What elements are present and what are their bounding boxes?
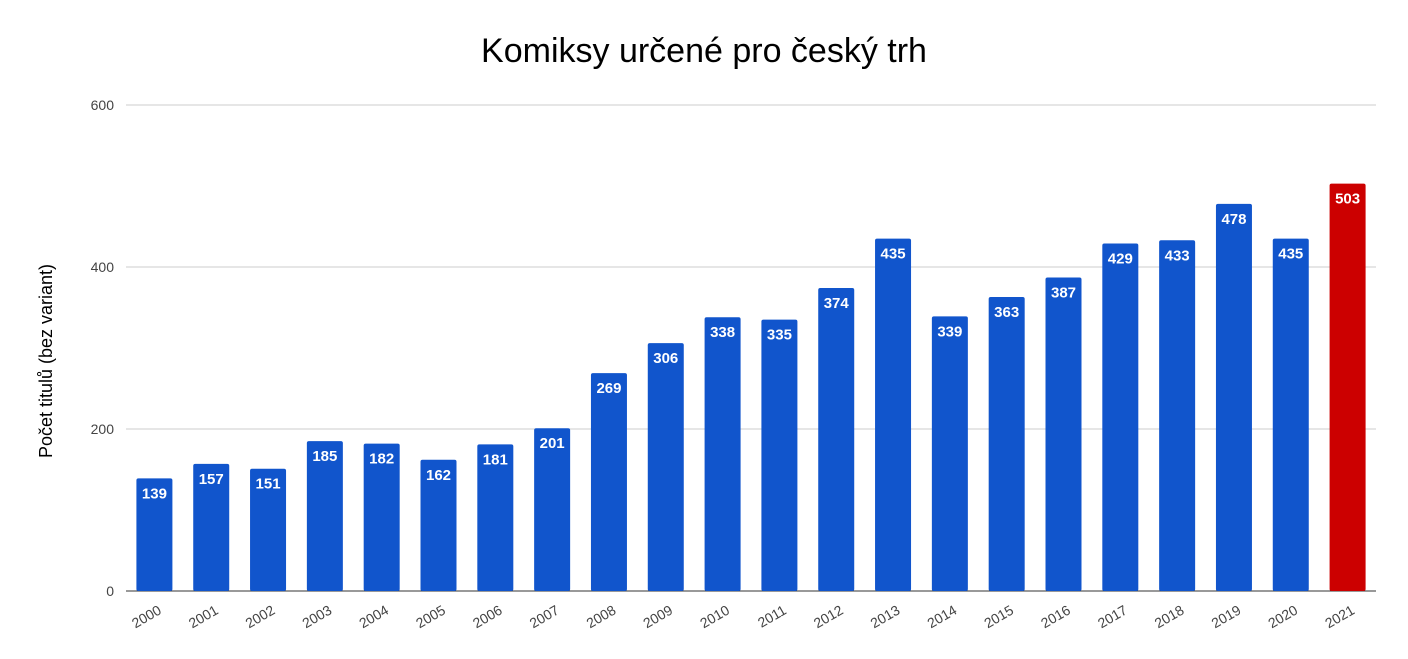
bar-2021 bbox=[1329, 183, 1366, 591]
data-label-2017: 429 bbox=[1108, 251, 1133, 268]
bar-2013 bbox=[875, 238, 912, 591]
x-tick-label: 2006 bbox=[470, 602, 505, 632]
bar-2006 bbox=[477, 444, 514, 591]
data-label-2004: 182 bbox=[369, 451, 394, 468]
bar-2004 bbox=[363, 443, 400, 591]
y-tick-label: 600 bbox=[91, 97, 115, 113]
bar-2003 bbox=[306, 441, 343, 591]
x-axis-ticks: 2000 2001 2002 2003 2004 2005 2006 2007 2008 2009… bbox=[129, 602, 1357, 632]
data-label-2014: 339 bbox=[937, 323, 962, 340]
data-label-2006: 181 bbox=[483, 451, 508, 468]
bar-2000 bbox=[136, 478, 173, 591]
x-tick-label: 2017 bbox=[1095, 602, 1130, 632]
x-tick-label: 2001 bbox=[186, 602, 221, 632]
x-tick-label: 2003 bbox=[299, 602, 334, 632]
y-tick-label: 0 bbox=[106, 583, 114, 599]
x-tick-label: 2019 bbox=[1208, 602, 1243, 632]
bar-2011 bbox=[761, 319, 798, 591]
data-label-2002: 151 bbox=[256, 476, 281, 493]
x-tick-label: 2010 bbox=[697, 602, 732, 632]
data-label-2015: 363 bbox=[994, 304, 1019, 321]
bar-labels: 139 157 151 185 182 162 181 201 269 306 338 335 374 4… bbox=[142, 191, 1360, 503]
data-label-2021: 503 bbox=[1335, 191, 1360, 208]
y-axis-title: Počet titulů (bez variant) bbox=[36, 264, 56, 458]
data-label-2012: 374 bbox=[824, 295, 850, 312]
data-label-2000: 139 bbox=[142, 485, 167, 502]
data-label-2003: 185 bbox=[312, 448, 337, 465]
bar-2008 bbox=[590, 373, 627, 591]
x-tick-label: 2012 bbox=[811, 602, 846, 632]
x-tick-label: 2008 bbox=[583, 602, 618, 632]
bar-2005 bbox=[420, 459, 457, 591]
x-tick-label: 2018 bbox=[1152, 602, 1187, 632]
bar-2001 bbox=[193, 463, 230, 591]
data-label-2005: 162 bbox=[426, 467, 451, 484]
data-label-2010: 338 bbox=[710, 324, 735, 341]
bar-2019 bbox=[1215, 203, 1252, 591]
y-tick-label: 400 bbox=[91, 259, 115, 275]
x-tick-label: 2014 bbox=[924, 602, 959, 632]
data-label-2001: 157 bbox=[199, 471, 224, 488]
x-tick-label: 2005 bbox=[413, 602, 448, 632]
bar-2007 bbox=[534, 428, 571, 591]
data-label-2020: 435 bbox=[1278, 246, 1303, 263]
x-tick-label: 2007 bbox=[527, 602, 562, 632]
data-label-2019: 478 bbox=[1221, 211, 1246, 228]
x-tick-label: 2000 bbox=[129, 602, 164, 632]
x-tick-label: 2011 bbox=[755, 602, 789, 631]
bar-2010 bbox=[704, 317, 741, 591]
bar-2017 bbox=[1102, 243, 1139, 591]
x-tick-label: 2013 bbox=[868, 602, 903, 632]
x-tick-label: 2016 bbox=[1038, 602, 1073, 632]
bar-2009 bbox=[647, 343, 684, 591]
data-label-2009: 306 bbox=[653, 350, 678, 367]
y-axis-ticks: 0 200 400 600 bbox=[91, 97, 115, 599]
data-label-2018: 433 bbox=[1165, 247, 1190, 264]
data-label-2011: 335 bbox=[767, 327, 792, 344]
bar-2016 bbox=[1045, 277, 1082, 591]
bar-2015 bbox=[988, 296, 1025, 591]
data-label-2013: 435 bbox=[881, 246, 906, 263]
bar-2002 bbox=[250, 468, 287, 591]
bar-2014 bbox=[931, 316, 968, 591]
x-tick-label: 2020 bbox=[1265, 602, 1300, 632]
bar-2020 bbox=[1272, 238, 1309, 591]
x-tick-label: 2004 bbox=[356, 602, 391, 632]
x-tick-label: 2002 bbox=[243, 602, 278, 632]
y-tick-label: 200 bbox=[91, 421, 115, 437]
x-tick-label: 2021 bbox=[1322, 602, 1357, 632]
x-tick-label: 2009 bbox=[640, 602, 675, 632]
data-label-2016: 387 bbox=[1051, 285, 1076, 302]
bar-2018 bbox=[1159, 240, 1196, 591]
x-tick-label: 2015 bbox=[981, 602, 1016, 632]
data-label-2007: 201 bbox=[540, 435, 565, 452]
bars bbox=[136, 183, 1366, 591]
data-label-2008: 269 bbox=[596, 380, 621, 397]
chart-title: Komiksy určené pro český trh bbox=[481, 32, 927, 70]
bar-2012 bbox=[818, 288, 855, 591]
